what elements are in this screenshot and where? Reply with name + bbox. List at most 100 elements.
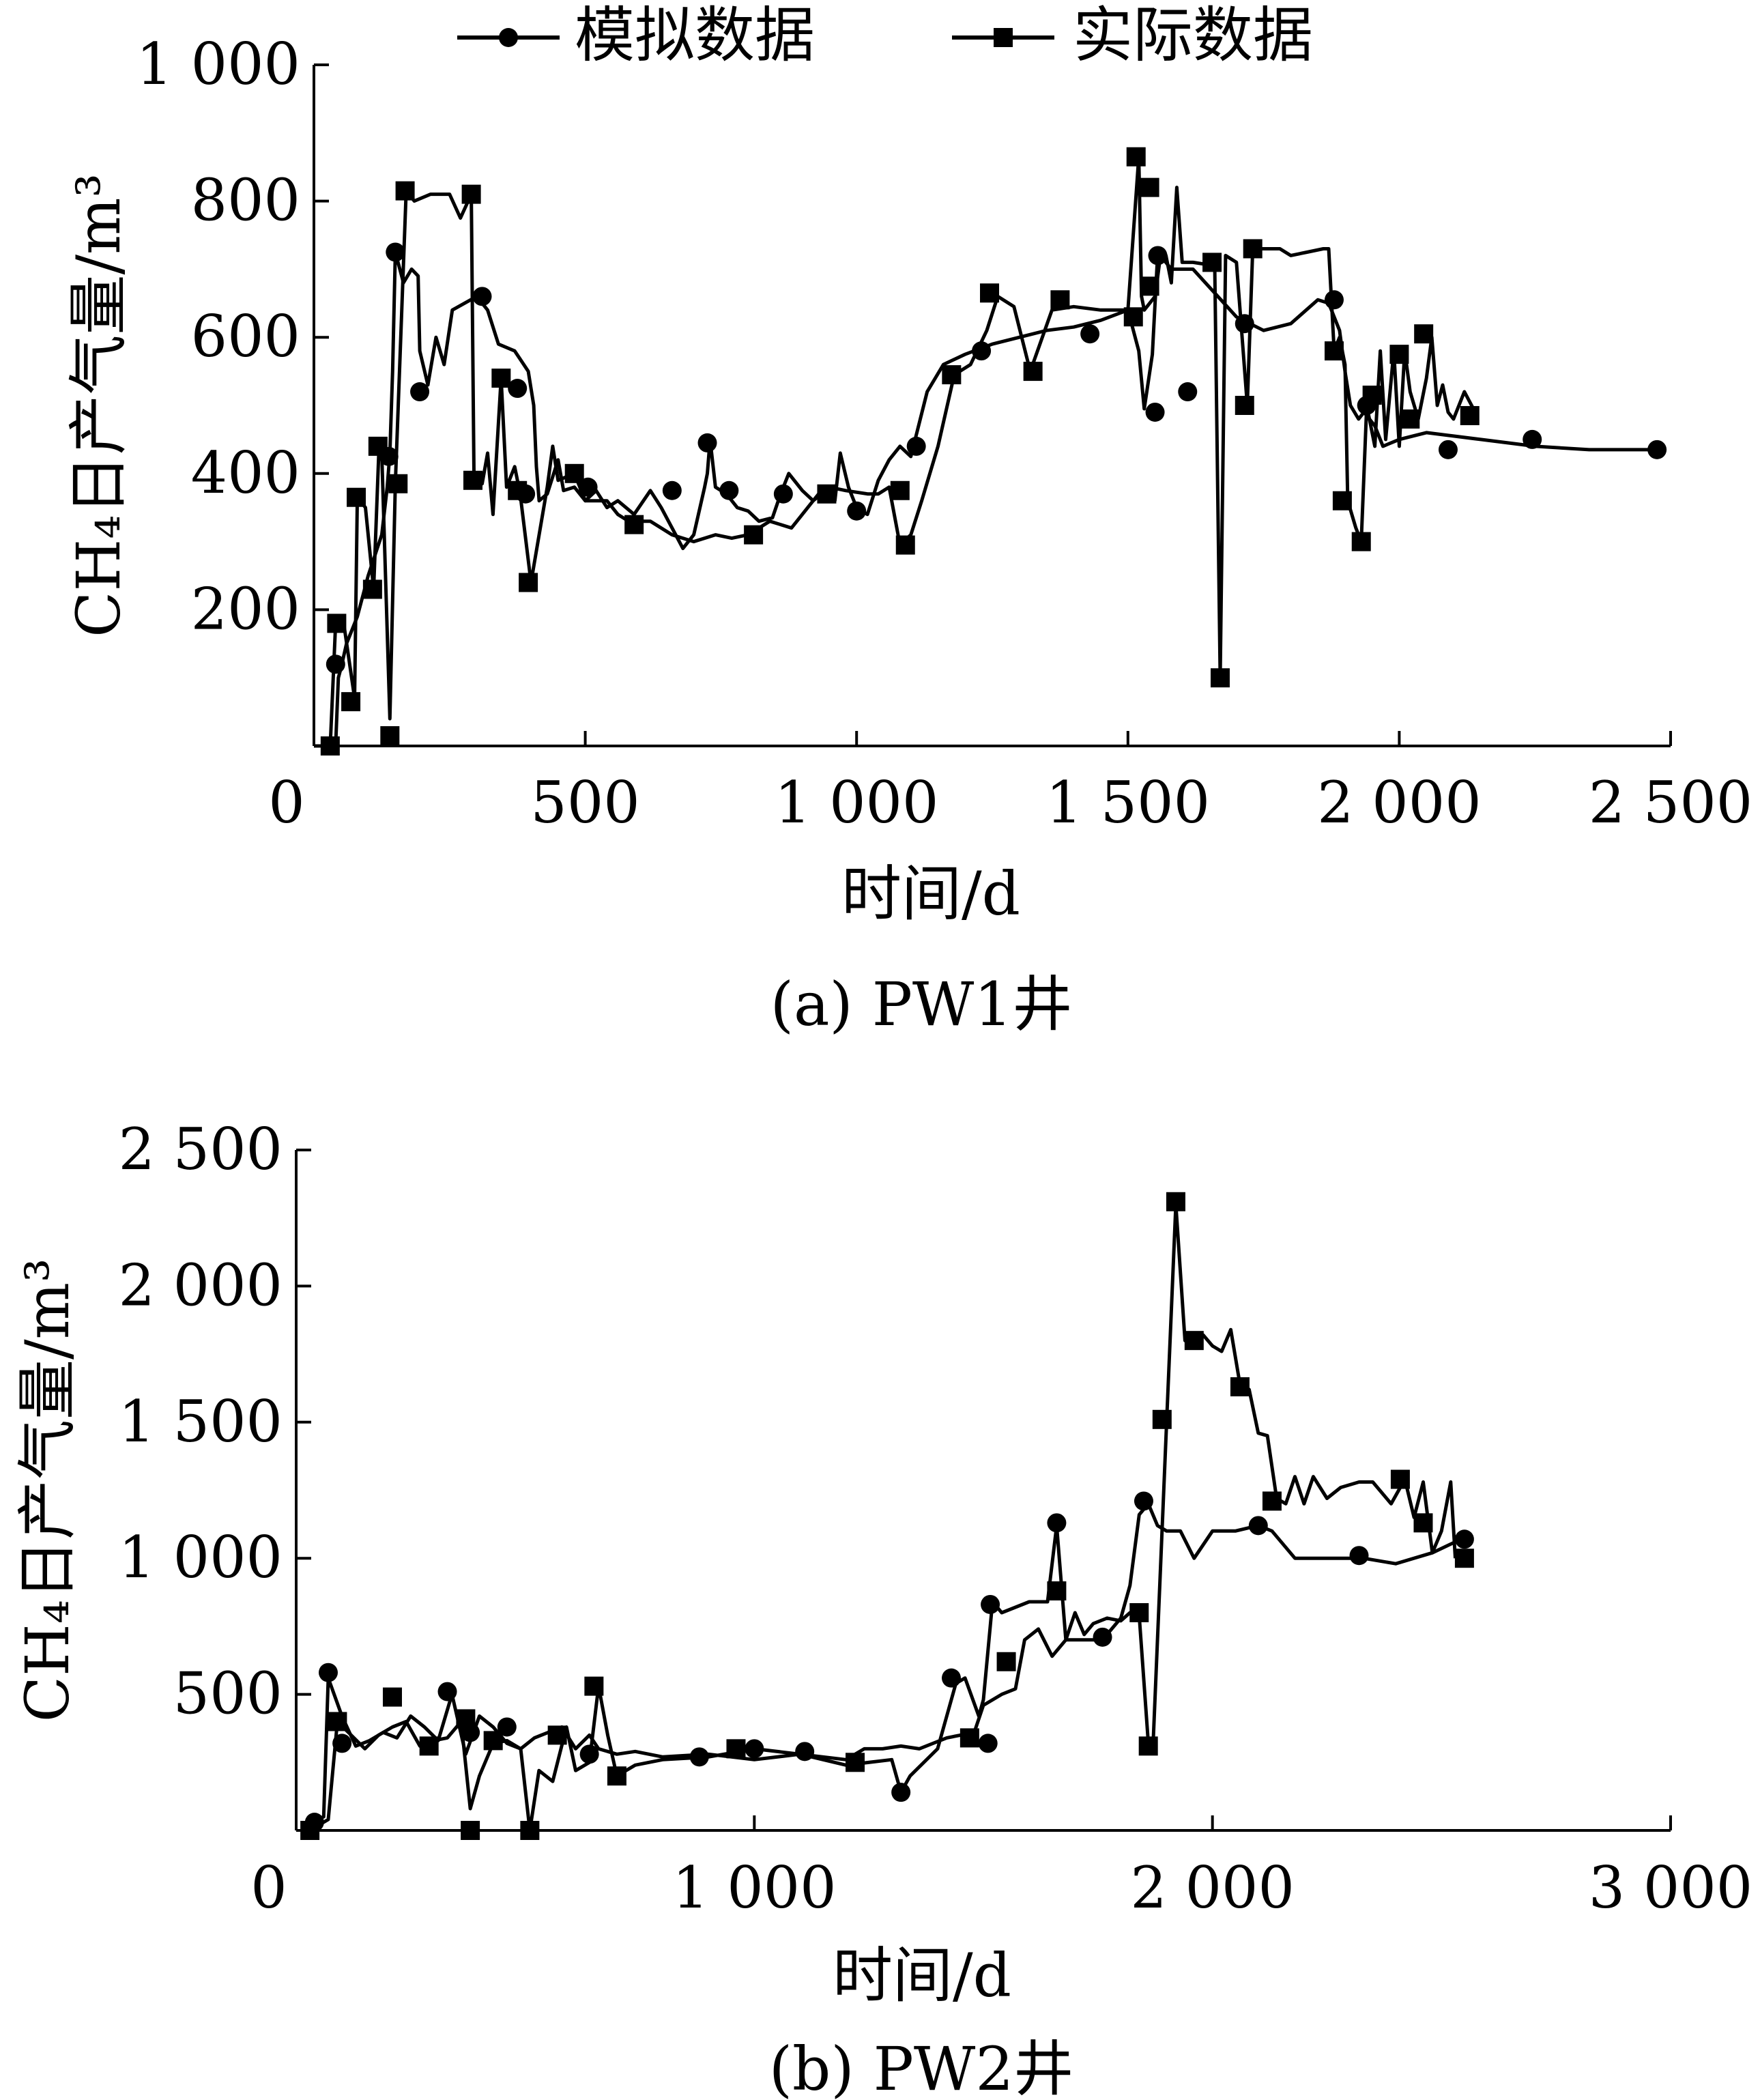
data-point-square <box>395 181 415 201</box>
data-point-square <box>1362 386 1382 405</box>
x-tick-label: 1 500 <box>1046 769 1210 836</box>
data-point-square <box>1184 1331 1204 1351</box>
y-tick-label: 1 500 <box>119 1388 283 1455</box>
data-point-square <box>1324 341 1344 361</box>
data-point-square <box>890 480 910 500</box>
data-point-square <box>1123 307 1143 327</box>
data-point-square <box>564 463 584 483</box>
data-point-circle <box>1178 382 1198 402</box>
data-point-square <box>1400 409 1420 429</box>
data-point-square <box>483 1731 503 1751</box>
data-point-square <box>1243 239 1263 259</box>
data-point-square <box>508 480 528 500</box>
data-point-square <box>456 1709 476 1729</box>
data-point-square <box>1138 1736 1158 1756</box>
data-point-square <box>584 1676 604 1696</box>
series-actual <box>314 147 1480 756</box>
data-point-circle <box>1523 429 1542 449</box>
y-tick-label: 1 000 <box>136 31 300 98</box>
data-point-circle <box>1324 290 1344 310</box>
data-point-square <box>1454 1549 1474 1568</box>
legend-label-actual: 实际数据 <box>1073 0 1313 70</box>
data-point-square <box>1129 1602 1149 1622</box>
data-point-square <box>300 1821 320 1840</box>
data-point-square <box>980 283 1000 303</box>
data-point-circle <box>773 484 793 504</box>
data-point-circle <box>906 436 926 456</box>
x-tick-label: 500 <box>530 769 639 836</box>
data-point-circle <box>1145 402 1165 422</box>
data-point-square <box>368 436 388 456</box>
data-point-square <box>1202 253 1222 272</box>
data-point-circle <box>1134 1491 1153 1511</box>
data-point-square <box>463 470 482 490</box>
panel-caption: (a) PW1井 <box>770 969 1073 1039</box>
legend-item-simulated: 模拟数据 <box>457 0 815 70</box>
data-point-square <box>1140 276 1159 296</box>
data-point-square <box>996 1652 1016 1671</box>
x-tick-label: 0 <box>268 769 304 836</box>
data-point-circle <box>981 1594 1000 1614</box>
data-point-square <box>1152 1409 1172 1429</box>
data-point-square <box>327 614 347 633</box>
chart-panel-a: 0 500 1 000 1 500 2 000 2 500 200 400 600 800 1 00… <box>63 31 1752 1039</box>
data-point-square <box>1262 1491 1282 1511</box>
data-point-circle <box>386 242 405 262</box>
panel-caption: (b) PW2井 <box>769 2034 1074 2100</box>
data-point-square <box>547 1725 567 1745</box>
data-point-square <box>520 1821 540 1840</box>
y-tick-label: 2 000 <box>119 1252 283 1319</box>
data-point-square <box>419 1736 439 1756</box>
y-tick-label: 500 <box>173 1660 283 1727</box>
y-tick-label: 800 <box>191 167 300 234</box>
data-point-square <box>519 573 538 592</box>
data-point-square <box>846 1753 865 1772</box>
data-point-circle <box>1647 440 1667 459</box>
x-tick-label: 2 000 <box>1130 1854 1294 1921</box>
data-point-square <box>388 474 408 493</box>
x-tick-label: 3 000 <box>1589 1854 1752 1921</box>
data-point-circle <box>719 480 739 500</box>
data-point-square <box>1047 1581 1067 1601</box>
x-tick-label: 2 000 <box>1317 769 1481 836</box>
data-point-circle <box>1438 440 1458 459</box>
data-point-square <box>1332 491 1352 510</box>
data-point-square <box>744 525 764 545</box>
data-point-circle <box>847 501 867 521</box>
data-point-circle <box>891 1783 911 1802</box>
data-point-circle <box>942 1668 962 1688</box>
data-point-square <box>461 184 481 204</box>
data-point-square <box>1210 668 1230 688</box>
legend-marker-circle <box>499 28 518 47</box>
data-point-circle <box>795 1742 815 1761</box>
series-line <box>308 1203 1457 1832</box>
data-point-circle <box>1248 1516 1268 1536</box>
data-point-circle <box>1349 1546 1369 1566</box>
data-point-square <box>382 1687 402 1707</box>
data-point-square <box>960 1728 979 1748</box>
y-tick-label: 400 <box>191 440 300 506</box>
data-point-circle <box>662 480 682 500</box>
data-point-circle <box>437 1682 457 1701</box>
data-point-circle <box>1080 324 1100 344</box>
data-point-square <box>624 515 644 534</box>
legend-marker-square <box>994 28 1013 47</box>
chart-panel-b: 0 1 000 2 000 3 000 500 1 000 1 500 2 000 2 500 时… <box>12 1116 1752 2100</box>
data-point-circle <box>410 382 430 402</box>
series-simulated <box>304 1491 1474 1832</box>
data-point-square <box>1390 1469 1410 1489</box>
data-point-square <box>491 369 511 388</box>
data-point-circle <box>697 433 717 452</box>
data-point-square <box>1023 362 1043 382</box>
data-point-square <box>341 692 361 712</box>
legend: 模拟数据 实际数据 <box>457 0 1313 70</box>
y-tick-label: 200 <box>191 575 300 642</box>
data-point-square <box>362 579 382 599</box>
data-point-square <box>1351 532 1371 551</box>
data-point-circle <box>1093 1627 1112 1647</box>
data-point-square <box>1414 324 1434 344</box>
data-point-square <box>347 487 366 507</box>
x-tick-label: 1 000 <box>775 769 938 836</box>
data-point-square <box>320 736 340 756</box>
data-point-square <box>1166 1192 1185 1211</box>
